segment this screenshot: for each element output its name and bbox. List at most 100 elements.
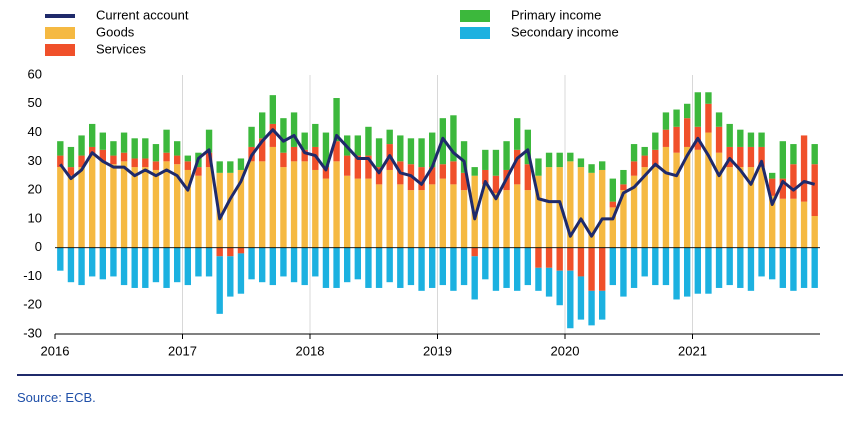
bar <box>290 112 298 147</box>
bar <box>227 247 234 257</box>
bar <box>599 161 606 170</box>
bar <box>142 158 149 168</box>
bar <box>248 247 255 280</box>
bar <box>89 123 96 147</box>
bar <box>609 178 616 202</box>
y-tick-label: 50 <box>28 95 42 110</box>
bar <box>269 146 276 248</box>
bar <box>662 129 670 147</box>
bar <box>142 247 149 288</box>
x-tick-label: 2016 <box>41 343 70 358</box>
bar <box>715 112 723 127</box>
bar <box>354 247 361 280</box>
bar <box>769 172 776 179</box>
bar <box>567 161 574 248</box>
bar <box>386 169 393 248</box>
bar <box>747 247 755 291</box>
bar <box>620 190 627 248</box>
bar <box>67 175 75 248</box>
x-tick-label: 2020 <box>551 343 580 358</box>
y-tick-label: -20 <box>23 297 42 312</box>
bar <box>482 149 489 170</box>
bar <box>577 167 585 248</box>
bar <box>673 152 680 248</box>
y-tick-label: 0 <box>35 239 42 254</box>
bar <box>641 155 648 168</box>
bar <box>556 167 563 248</box>
y-tick-label: 40 <box>28 124 42 139</box>
bar <box>365 247 372 288</box>
bar <box>57 167 64 248</box>
bar <box>375 247 383 288</box>
bar <box>492 247 500 291</box>
bar <box>67 247 75 283</box>
bar <box>280 152 287 168</box>
bar <box>365 155 372 179</box>
bar <box>705 132 712 248</box>
bar <box>397 135 404 162</box>
bar <box>312 247 319 277</box>
bar <box>152 169 160 248</box>
bar <box>652 132 659 150</box>
bar <box>439 164 446 179</box>
bar <box>694 92 701 127</box>
bar <box>312 146 319 170</box>
bar <box>184 247 191 286</box>
bar <box>344 247 351 283</box>
bar <box>588 290 595 326</box>
y-tick-label: 30 <box>28 153 42 168</box>
bar <box>524 190 531 248</box>
bar <box>429 247 436 288</box>
bar <box>386 247 393 283</box>
bar <box>545 267 553 297</box>
bar <box>715 126 723 153</box>
bar <box>652 247 659 286</box>
bar <box>195 247 202 277</box>
legend-label: Secondary income <box>511 24 619 39</box>
bar <box>290 247 298 283</box>
bar <box>375 167 383 185</box>
bar <box>577 158 585 168</box>
bar <box>269 247 276 286</box>
bar <box>142 167 149 248</box>
bar <box>758 247 765 277</box>
bar <box>205 152 213 168</box>
bar <box>800 135 808 202</box>
bar <box>514 184 521 248</box>
bar <box>120 152 128 162</box>
bar <box>365 178 372 248</box>
bar <box>163 152 170 162</box>
bar <box>131 247 138 288</box>
bar <box>67 146 75 168</box>
bar <box>715 247 723 288</box>
bar <box>769 178 776 196</box>
bar <box>397 184 404 248</box>
bar <box>142 138 149 159</box>
bar <box>460 247 468 286</box>
bar <box>120 247 128 286</box>
bar <box>110 247 117 277</box>
bar <box>269 95 276 124</box>
y-tick-label: -10 <box>23 268 42 283</box>
legend-swatch <box>460 10 490 22</box>
bar <box>641 167 648 248</box>
bar <box>131 167 138 248</box>
bar <box>450 184 457 248</box>
bar <box>78 135 85 156</box>
bar <box>769 195 776 248</box>
bar <box>790 164 797 199</box>
bar <box>758 132 765 147</box>
bar <box>769 247 776 280</box>
bar <box>737 247 744 288</box>
bar <box>503 141 510 170</box>
bar <box>737 167 744 248</box>
bar <box>312 169 319 248</box>
bar <box>599 169 606 248</box>
bar <box>418 138 425 168</box>
bar <box>599 247 606 291</box>
bar <box>673 247 680 300</box>
bar <box>800 201 808 248</box>
bar <box>471 247 478 257</box>
bar <box>429 167 436 185</box>
bar <box>344 175 351 248</box>
